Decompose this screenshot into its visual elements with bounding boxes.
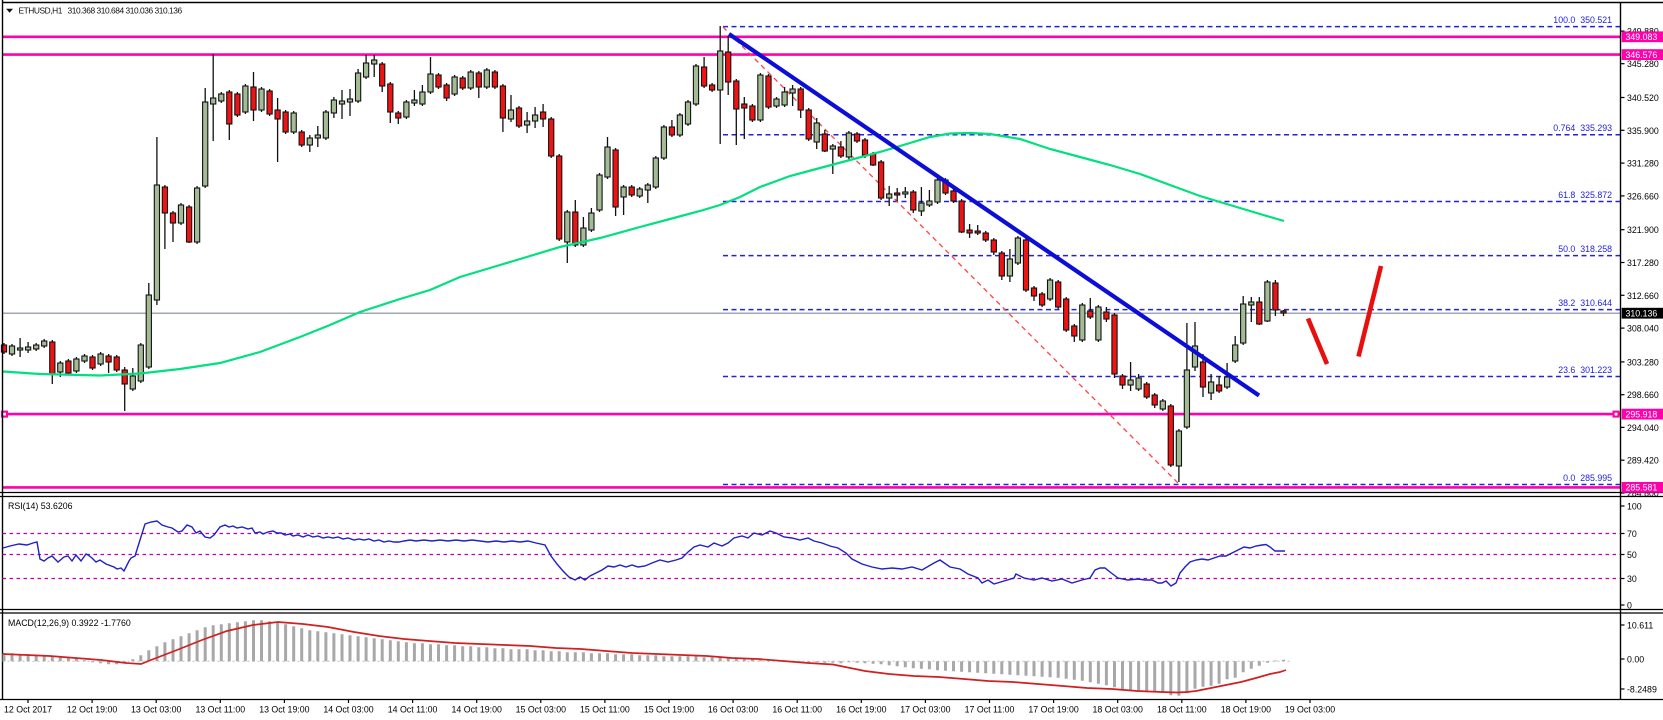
svg-text:308.040: 308.040	[1627, 324, 1659, 334]
svg-text:14 Oct 03:00: 14 Oct 03:00	[323, 705, 373, 715]
svg-text:17 Oct 19:00: 17 Oct 19:00	[1028, 705, 1078, 715]
svg-text:18 Oct 19:00: 18 Oct 19:00	[1221, 705, 1271, 715]
svg-text:MACD(12,26,9) 0.3922 -1.7760: MACD(12,26,9) 0.3922 -1.7760	[8, 618, 131, 628]
svg-text:289.420: 289.420	[1627, 456, 1659, 466]
svg-text:-8.2489: -8.2489	[1627, 685, 1657, 695]
svg-text:50.0 318.258: 50.0 318.258	[1558, 244, 1612, 254]
svg-text:0.00: 0.00	[1627, 655, 1644, 665]
svg-text:10.611: 10.611	[1627, 621, 1653, 631]
svg-text:14 Oct 19:00: 14 Oct 19:00	[452, 705, 502, 715]
svg-text:17 Oct 11:00: 17 Oct 11:00	[965, 705, 1015, 715]
svg-text:15 Oct 19:00: 15 Oct 19:00	[644, 705, 694, 715]
svg-text:340.520: 340.520	[1627, 93, 1659, 103]
svg-text:294.040: 294.040	[1627, 423, 1659, 433]
svg-text:0.0 285.995: 0.0 285.995	[1563, 473, 1612, 483]
svg-text:0: 0	[1627, 601, 1632, 611]
svg-text:346.576: 346.576	[1626, 50, 1658, 60]
svg-text:321.900: 321.900	[1627, 225, 1659, 235]
svg-text:18 Oct 03:00: 18 Oct 03:00	[1093, 705, 1143, 715]
svg-text:310.136: 310.136	[1626, 308, 1658, 318]
svg-text:298.660: 298.660	[1627, 390, 1659, 400]
svg-text:61.8 325.872: 61.8 325.872	[1558, 190, 1612, 200]
svg-text:70: 70	[1627, 529, 1637, 539]
svg-text:100: 100	[1627, 502, 1642, 512]
svg-text:14 Oct 11:00: 14 Oct 11:00	[388, 705, 438, 715]
svg-text:326.660: 326.660	[1627, 191, 1659, 201]
svg-text:100.0 350.521: 100.0 350.521	[1553, 15, 1612, 25]
svg-text:23.6 301.223: 23.6 301.223	[1558, 365, 1612, 375]
svg-text:317.280: 317.280	[1627, 258, 1659, 268]
svg-text:285.581: 285.581	[1626, 483, 1658, 493]
svg-text:50: 50	[1627, 550, 1637, 560]
svg-text:345.280: 345.280	[1627, 59, 1659, 69]
svg-text:12 Oct 2017: 12 Oct 2017	[4, 705, 52, 715]
svg-text:19 Oct 03:00: 19 Oct 03:00	[1285, 705, 1335, 715]
svg-text:331.280: 331.280	[1627, 159, 1659, 169]
svg-text:295.918: 295.918	[1626, 409, 1658, 419]
svg-text:13 Oct 11:00: 13 Oct 11:00	[195, 705, 245, 715]
svg-text:ETHUSD,H1 310.368 310.684 31: ETHUSD,H1 310.368 310.684 310.036 310.13…	[19, 6, 183, 16]
svg-text:15 Oct 11:00: 15 Oct 11:00	[580, 705, 630, 715]
svg-text:0.764 335.293: 0.764 335.293	[1553, 123, 1612, 133]
svg-text:16 Oct 19:00: 16 Oct 19:00	[836, 705, 886, 715]
svg-text:30: 30	[1627, 574, 1637, 584]
svg-text:12 Oct 19:00: 12 Oct 19:00	[67, 705, 117, 715]
svg-text:RSI(14) 53.6206: RSI(14) 53.6206	[8, 501, 73, 511]
svg-text:16 Oct 11:00: 16 Oct 11:00	[772, 705, 822, 715]
svg-text:18 Oct 11:00: 18 Oct 11:00	[1157, 705, 1207, 715]
svg-text:15 Oct 03:00: 15 Oct 03:00	[516, 705, 566, 715]
svg-text:312.660: 312.660	[1627, 291, 1659, 301]
svg-text:13 Oct 19:00: 13 Oct 19:00	[259, 705, 309, 715]
svg-text:38.2 310.644: 38.2 310.644	[1558, 298, 1612, 308]
svg-text:284.800: 284.800	[1627, 489, 1659, 499]
svg-text:17 Oct 03:00: 17 Oct 03:00	[900, 705, 950, 715]
svg-text:349.083: 349.083	[1626, 32, 1658, 42]
svg-text:303.280: 303.280	[1627, 357, 1659, 367]
svg-text:13 Oct 03:00: 13 Oct 03:00	[131, 705, 181, 715]
svg-text:16 Oct 03:00: 16 Oct 03:00	[708, 705, 758, 715]
svg-text:335.900: 335.900	[1627, 126, 1659, 136]
